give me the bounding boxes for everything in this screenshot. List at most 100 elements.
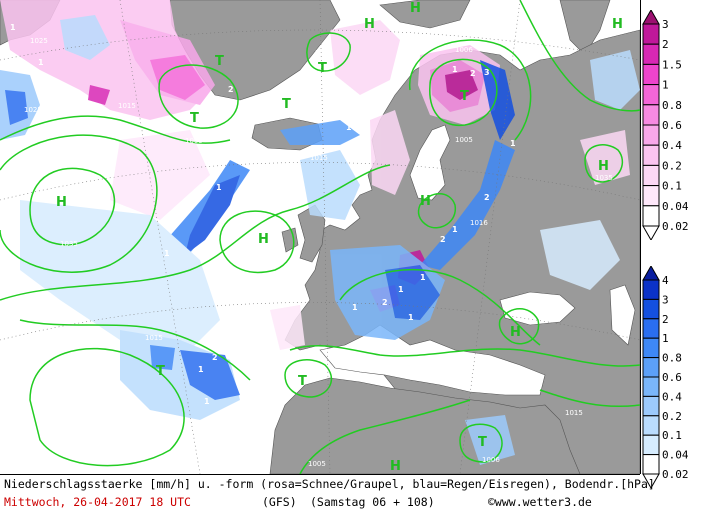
high-marker: H [390, 459, 401, 474]
copyright-link[interactable]: ©www.wetter3.de [488, 495, 592, 509]
legend-rain-level-label: 0.6 [662, 371, 682, 384]
footer-description: Niederschlagsstaerke [mm/h] u. -form (ro… [4, 477, 655, 491]
legend-rain-swatch [642, 298, 660, 320]
pressure-label: 1035 [60, 240, 78, 248]
high-marker: H [510, 325, 521, 340]
legend-rain-level-label: 4 [662, 274, 669, 287]
low-marker: T [190, 111, 199, 126]
precip-marker: 1 [164, 249, 170, 258]
low-marker: T [460, 89, 469, 104]
pressure-label: 1015 [118, 102, 136, 110]
precip-marker: 3 [484, 68, 490, 77]
legend-rain-level-label: 0.02 [662, 468, 689, 481]
legend-rain-swatch [642, 434, 660, 456]
legend-snow-level-label: 0.02 [662, 220, 689, 233]
pressure-label: 1035 [595, 174, 613, 182]
low-marker: T [478, 435, 487, 450]
high-marker: H [364, 17, 375, 32]
model-name: (GFS) [262, 495, 297, 509]
low-marker: T [298, 374, 307, 389]
pressure-label: 1015 [145, 334, 163, 342]
precip-marker: 1 [204, 397, 210, 406]
legend-snow-swatch [642, 23, 660, 45]
legend-rain-swatch [642, 318, 660, 339]
legend-snow-top-arrow [642, 10, 660, 25]
map-canvas: 1025 1015 1035 1035 1025 1025 1015 1005 … [0, 0, 640, 474]
legend-rain-swatch [642, 357, 660, 378]
precip-marker: 1 [420, 273, 426, 282]
pressure-label: 1015 [315, 49, 333, 57]
legend-rain-level-label: 0.2 [662, 410, 682, 423]
pressure-label: 1016 [470, 219, 488, 227]
precip-marker: 1 [346, 123, 352, 132]
legend-rain-swatch [642, 395, 660, 417]
pressure-label: 1005 [482, 6, 500, 14]
legend-rain-level-label: 0.1 [662, 429, 682, 442]
low-marker: T [282, 97, 291, 112]
legend-snow-swatch [642, 164, 660, 187]
precip-marker: 2 [228, 85, 234, 94]
land-svalbard [379, 0, 471, 29]
legend-rain-swatch [642, 279, 660, 300]
pressure-label: 1005 [185, 137, 203, 145]
precip-marker: 2 [382, 298, 388, 307]
legend-snow-level-label: 2 [662, 38, 669, 51]
legend-rain-level-label: 0.8 [662, 352, 682, 365]
high-marker: H [420, 194, 431, 209]
high-marker: H [258, 232, 269, 247]
legend-snow-level-label: 1 [662, 79, 669, 92]
pressure-label: 1015 [565, 409, 583, 417]
snow-areas [0, 0, 630, 350]
pressure-label: 1025 [30, 37, 48, 45]
legend-rain-level-label: 1 [662, 332, 669, 345]
legend-snow-level-label: 0.4 [662, 139, 682, 152]
low-marker: T [215, 54, 224, 69]
high-marker: H [410, 1, 421, 16]
land-novaya-zemlya [559, 0, 611, 56]
legend-snow-swatch [642, 124, 660, 146]
low-marker: T [156, 364, 165, 379]
legend-snow-bar: 3 2 1.5 1 0.8 0.6 0.4 0.2 0.1 0.04 0.02 [642, 10, 689, 240]
legend-rain-swatch [642, 454, 660, 475]
graticule [0, 0, 640, 474]
pressure-label: 1025 [15, 299, 33, 307]
legend-snow-bottom-arrow [642, 225, 660, 240]
forecast-date: Mittwoch, 26-04-2017 18 UTC [4, 495, 191, 509]
precip-marker: 1 [408, 313, 414, 322]
sea-caspian [609, 284, 636, 346]
precip-marker: 1 [10, 23, 16, 32]
high-marker: H [598, 159, 609, 174]
pressure-labels: 1025 1015 1035 1035 1025 1025 1015 1005 … [15, 6, 613, 468]
legend-rain-bottom-arrow [642, 473, 660, 488]
legend-snow-swatch [642, 185, 660, 207]
legend-rain-top-arrow [642, 266, 660, 281]
isobars [0, 0, 640, 474]
pressure-label: 1015 [310, 154, 328, 162]
footer: Niederschlagsstaerke [mm/h] u. -form (ro… [0, 474, 655, 514]
pressure-centers: H H H H H H H H H T T T T T T T T [56, 1, 623, 474]
legend-rain: 4 3 2 1 0.8 0.6 0.4 0.2 0.1 0.04 0.02 [641, 266, 704, 488]
precip-marker: 1 [452, 65, 458, 74]
legend-snow-level-label: 1.5 [662, 58, 682, 71]
precip-marker: 2 [212, 353, 218, 362]
legend-rain-bar: 4 3 2 1 0.8 0.6 0.4 0.2 0.1 0.04 0.02 [642, 266, 689, 488]
pressure-label: 1006 [482, 456, 500, 464]
legend-snow-level-label: 3 [662, 18, 669, 31]
precip-marker: 1 [198, 365, 204, 374]
precip-marker: 1 [216, 183, 222, 192]
legend-rain-level-label: 0.4 [662, 390, 682, 403]
forecast-run: (Samstag 06 + 108) [310, 495, 435, 509]
footer-info-line: Mittwoch, 26-04-2017 18 UTC (GFS) (Samst… [4, 495, 592, 509]
precip-marker: 1 [398, 285, 404, 294]
pressure-label: 1015 [295, 349, 313, 357]
legend-rain-swatch [642, 337, 660, 359]
pressure-label: 1005 [308, 460, 326, 468]
legend-snow-swatch [642, 144, 660, 166]
precip-marker: 1 [352, 303, 358, 312]
legend-snow: 3 2 1.5 1 0.8 0.6 0.4 0.2 0.1 0.04 0.02 [641, 10, 704, 240]
precip-marker: 1 [38, 58, 44, 67]
legend-rain-level-label: 2 [662, 313, 669, 326]
precip-marker: 2 [440, 235, 446, 244]
pressure-label: 1005 [455, 136, 473, 144]
rain-areas [0, 15, 640, 465]
